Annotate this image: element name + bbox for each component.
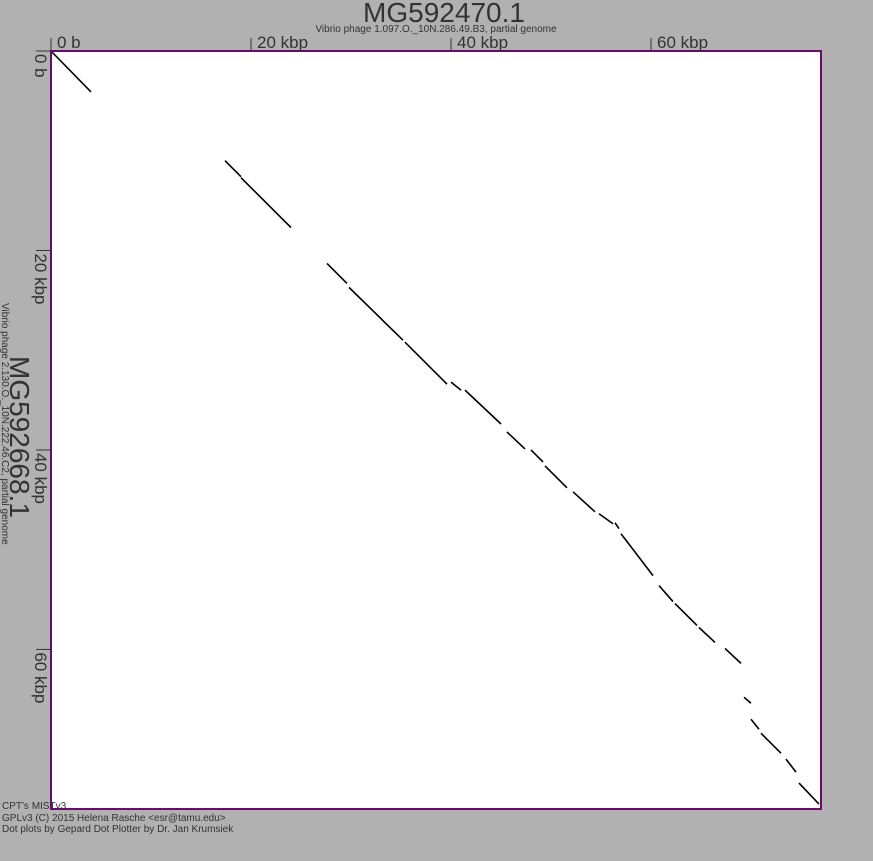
y-axis: 0 b 20 kbp 40 kbp 60 kbp <box>31 50 51 703</box>
match-segment <box>450 381 462 391</box>
match-segment <box>620 533 654 577</box>
footer-line-gepard: Dot plots by Gepard Dot Plotter by Dr. J… <box>2 824 234 835</box>
dot-series <box>50 50 820 805</box>
x-tick-label: 0 b <box>57 33 81 52</box>
x-axis-subtitle: Vibrio phage 1.097.O._10N.286.49.B3, par… <box>315 24 557 35</box>
match-segment <box>530 449 544 463</box>
match-segment <box>658 585 674 603</box>
match-segment <box>674 602 698 627</box>
footer-line-tool: CPT's MISTv3 <box>2 801 67 812</box>
match-segment <box>572 491 596 513</box>
x-tick-label: 20 kbp <box>257 33 308 52</box>
footer-credits: CPT's MISTv3 GPLv3 (C) 2015 Helena Rasch… <box>2 801 233 836</box>
match-segment <box>698 626 716 644</box>
plot-frame <box>50 50 822 810</box>
x-axis-title: MG592470.1 <box>363 0 525 28</box>
match-segment <box>240 177 292 229</box>
match-segment <box>544 465 568 489</box>
match-segment <box>724 647 742 664</box>
match-segment <box>348 286 404 341</box>
y-tick-label: 0 b <box>31 54 50 78</box>
y-axis-title: MG592668.1 <box>4 356 35 518</box>
match-segment <box>750 718 760 730</box>
plot-area <box>51 51 821 809</box>
y-tick-label: 20 kbp <box>31 253 50 304</box>
match-segment <box>798 782 820 805</box>
match-segment <box>743 696 752 704</box>
match-segment <box>760 732 782 754</box>
match-segment <box>464 389 502 425</box>
match-segment <box>506 431 526 450</box>
match-segment <box>50 50 92 93</box>
x-axis: 0 b 20 kbp 40 kbp 60 kbp <box>50 33 708 52</box>
y-tick-label: 40 kbp <box>31 453 50 504</box>
match-segment <box>785 758 797 773</box>
y-tick-label: 60 kbp <box>31 652 50 703</box>
match-segment <box>598 513 614 525</box>
match-segment <box>224 160 242 178</box>
x-tick-label: 60 kbp <box>657 33 708 52</box>
footer-line-license: GPLv3 (C) 2015 Helena Rasche <esr@tamu.e… <box>2 812 226 824</box>
y-axis-subtitle: Vibrio phage 2.130.O._10N.222.46.C2, par… <box>0 303 10 545</box>
x-tick-label: 40 kbp <box>457 33 508 52</box>
match-segment <box>326 262 348 284</box>
match-segment <box>404 341 448 385</box>
match-segment <box>614 522 620 530</box>
